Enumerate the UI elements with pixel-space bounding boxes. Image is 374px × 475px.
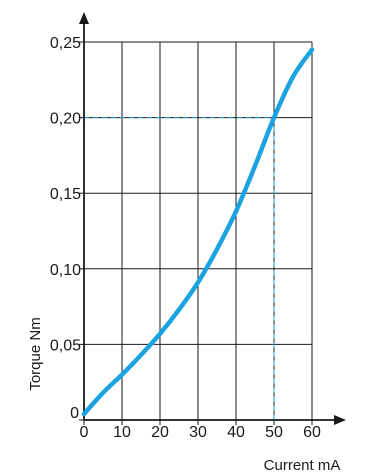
y-tick-label-0,15: 0,15: [50, 186, 81, 203]
y-tick-label-0,25: 0,25: [50, 35, 81, 52]
y-axis-title: Torque Nm: [27, 317, 44, 390]
y-tick-labels: 0 0,05 0,10 0,15 0,20 0,25: [50, 35, 81, 422]
y-tick-label-0: 0: [70, 405, 79, 422]
x-tick-label-60: 60: [303, 424, 321, 441]
x-axis-arrow-icon: [334, 415, 346, 425]
y-tick-label-0,05: 0,05: [50, 337, 81, 354]
y-tick-label-0,20: 0,20: [50, 111, 81, 128]
x-tick-label-30: 30: [189, 424, 207, 441]
x-tick-label-0: 0: [80, 424, 89, 441]
x-tick-label-20: 20: [151, 424, 169, 441]
series-line-0: [81, 47, 315, 417]
x-tick-labels: 0 10 20 30 40 50 60: [80, 424, 321, 441]
y-tick-label-0,10: 0,10: [50, 262, 81, 279]
reference-lines: [84, 117, 275, 420]
y-axis-arrow-icon: [79, 12, 89, 24]
x-tick-label-10: 10: [113, 424, 131, 441]
grid: [84, 41, 313, 420]
x-tick-label-40: 40: [227, 424, 245, 441]
series-layer: [81, 47, 315, 417]
x-tick-label-50: 50: [265, 424, 283, 441]
x-axis-title: Current mA: [264, 457, 341, 474]
axes: [79, 12, 346, 425]
